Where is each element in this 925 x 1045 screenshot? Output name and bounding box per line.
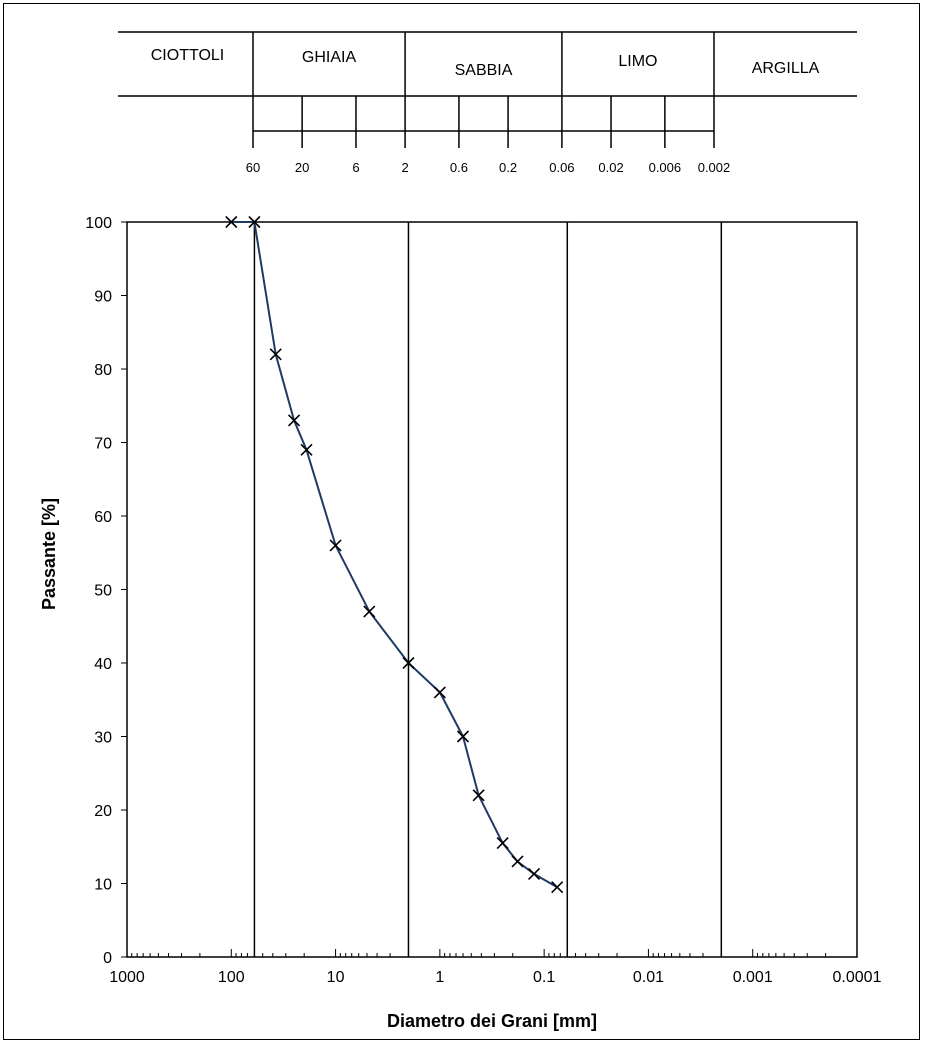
x-axis-title: Diametro dei Grani [mm]	[387, 1011, 597, 1031]
plot-border	[126, 221, 858, 958]
scale-label: 0.6	[450, 160, 468, 175]
data-point-marker	[300, 443, 313, 456]
x-tick-label: 1000	[109, 969, 145, 986]
x-tick-label: 0.0001	[833, 969, 882, 986]
band-label: SABBIA	[455, 62, 513, 79]
scale-label: 0.06	[549, 160, 574, 175]
band-label: CIOTTOLI	[151, 47, 225, 64]
scale-label: 0.02	[598, 160, 623, 175]
x-tick-label: 1	[435, 969, 444, 986]
data-point-marker	[496, 837, 509, 850]
y-tick-label: 70	[94, 436, 112, 453]
data-point-marker	[472, 789, 485, 802]
data-point-marker	[551, 881, 564, 894]
data-point-marker	[402, 656, 415, 670]
x-tick-label: 0.001	[733, 969, 773, 986]
scale-label: 0.002	[698, 160, 731, 175]
marker-stroke	[527, 867, 541, 881]
chart-frame	[3, 3, 920, 1040]
y-tick-label: 60	[94, 509, 112, 526]
y-tick-label: 40	[94, 656, 112, 673]
data-point-marker	[456, 730, 470, 743]
data-point-marker	[269, 348, 282, 361]
marker-stroke	[269, 348, 282, 361]
marker-stroke	[551, 881, 564, 894]
scale-label: 6	[352, 160, 359, 175]
marker-stroke	[329, 539, 342, 552]
band-label: LIMO	[618, 53, 657, 70]
data-point-marker	[288, 414, 301, 427]
marker-stroke	[433, 686, 446, 699]
marker-stroke	[248, 215, 261, 229]
x-tick-label: 10	[327, 969, 345, 986]
y-tick-label: 30	[94, 730, 112, 747]
data-point-marker	[363, 605, 376, 618]
classification-table: 60 20 6 2 0.6 0.2 0.06 0.02 0.006 0.002 CIOTTOLI GH…	[118, 31, 857, 175]
band-label: ARGILLA	[752, 60, 820, 77]
y-tick-label: 20	[94, 803, 112, 820]
scale-label: 0.006	[649, 160, 682, 175]
marker-stroke	[363, 605, 376, 618]
data-point-marker	[225, 215, 238, 229]
y-tick-label: 80	[94, 362, 112, 379]
y-axis-title: Passante [%]	[39, 498, 59, 610]
y-tick-label: 50	[94, 583, 112, 600]
x-tick-label: 0.1	[533, 969, 555, 986]
scale-label: 60	[246, 160, 260, 175]
marker-stroke	[496, 837, 509, 850]
marker-stroke	[288, 414, 301, 427]
data-point-marker	[511, 855, 524, 868]
plot-area: 1000 100 10 1 0.1 0.01 0.001 0.0001 0 10 20 30 40 50 6…	[85, 215, 881, 986]
x-tick-label: 0.01	[633, 969, 664, 986]
grading-curve	[231, 221, 558, 889]
scale-label: 20	[295, 160, 309, 175]
marker-stroke	[511, 855, 524, 868]
data-point-marker	[248, 215, 261, 229]
y-tick-label: 100	[85, 215, 112, 232]
x-tick-label: 100	[218, 969, 245, 986]
data-point-marker	[329, 539, 342, 552]
marker-stroke	[225, 215, 238, 229]
y-tick-label: 0	[103, 950, 112, 967]
marker-stroke	[472, 789, 485, 802]
scale-label: 2	[401, 160, 408, 175]
marker-stroke	[402, 656, 415, 670]
data-point-marker	[433, 686, 446, 699]
y-tick-label: 90	[94, 289, 112, 306]
marker-stroke	[300, 443, 313, 456]
marker-stroke	[456, 730, 470, 743]
data-point-marker	[527, 867, 541, 881]
y-tick-label: 10	[94, 877, 112, 894]
band-label: GHIAIA	[302, 49, 357, 66]
scale-label: 0.2	[499, 160, 517, 175]
